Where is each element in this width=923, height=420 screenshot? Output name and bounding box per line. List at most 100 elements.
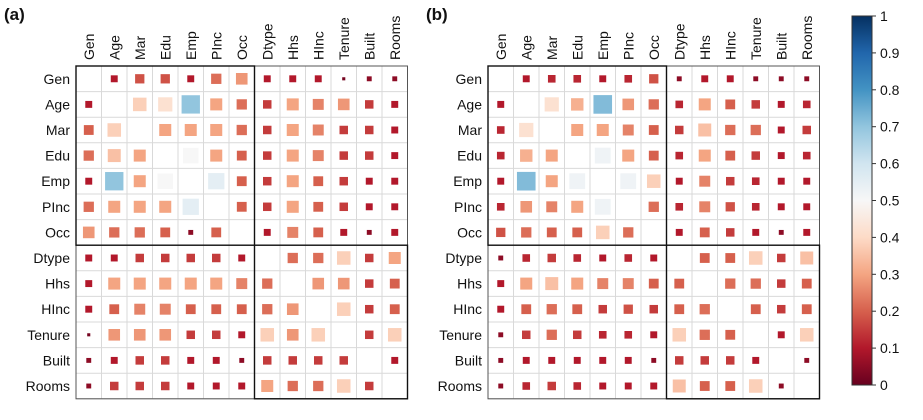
heatmap-cell-hinc-mar <box>546 304 557 315</box>
heatmap-cell-hhs-rooms <box>389 278 400 289</box>
heatmap-cell-emp-tenure <box>339 176 348 186</box>
colorbar-tick-label: 0.9 <box>880 45 900 61</box>
heatmap-cell-dtype-gen <box>498 255 504 261</box>
heatmap-cell-hinc-built <box>365 304 374 314</box>
row-label-pinc: PInc <box>454 199 482 215</box>
heatmap-cell-age-mar <box>544 97 559 112</box>
heatmap-cell-age-rooms <box>391 100 399 108</box>
heatmap-cell-dtype-occ <box>238 254 246 262</box>
heatmap-cell-pinc-age <box>108 200 121 213</box>
row-label-mar: Mar <box>46 122 70 138</box>
heatmap-cell-mar-hinc <box>312 124 324 136</box>
heatmap-cell-pinc-mar <box>133 200 146 213</box>
heatmap-cell-built-edu <box>573 356 581 364</box>
heatmap-cell-dtype-edu <box>573 254 582 262</box>
heatmap-cell-tenure-pinc <box>212 330 221 340</box>
heatmap-cell-edu-emp <box>594 147 611 164</box>
heatmap-cell-emp-edu <box>569 173 586 190</box>
heatmap-cell-hinc-emp <box>185 304 196 315</box>
heatmap-cell-edu-occ <box>236 150 247 161</box>
heatmap-cell-rooms-edu <box>573 382 582 390</box>
heatmap-cell-hhs-occ <box>236 278 248 290</box>
row-label-pinc: PInc <box>42 199 70 215</box>
row-label-dtype: Dtype <box>33 250 70 266</box>
heatmap-cell-hhs-occ <box>648 278 659 289</box>
heatmap-cell-occ-age <box>521 227 532 238</box>
heatmap-cell-pinc-tenure <box>751 203 760 211</box>
heatmap-cell-emp-age <box>516 171 536 191</box>
heatmap-cell-tenure-age <box>522 330 531 340</box>
heatmap-cell-dtype-age <box>522 254 531 262</box>
heatmap-cell-occ-emp <box>595 225 610 240</box>
heatmap-cell-emp-dtype <box>263 176 272 186</box>
heatmap-cell-age-dtype <box>263 100 272 109</box>
heatmap-cell-dtype-pinc <box>212 253 221 263</box>
heatmap-cell-emp-age <box>105 172 124 191</box>
heatmap-cell-gen-hinc <box>726 75 734 83</box>
heatmap-cell-rooms-hinc <box>725 381 736 391</box>
heatmap-cell-hhs-hinc <box>725 278 736 289</box>
heatmap-cell-tenure-hinc <box>311 328 326 342</box>
heatmap-cell-pinc-built <box>777 203 785 211</box>
heatmap-cell-tenure-hhs <box>286 329 299 341</box>
heatmap-cell-mar-tenure <box>750 124 761 136</box>
heatmap-cell-edu-hhs <box>698 149 711 162</box>
heatmap-cell-occ-edu <box>160 227 171 238</box>
col-label-pinc: PInc <box>208 32 224 60</box>
col-label-hhs: Hhs <box>285 35 301 60</box>
heatmap-cell-hhs-rooms <box>801 278 812 289</box>
heatmap-cell-occ-age <box>109 227 120 238</box>
col-label-dtype: Dtype <box>671 23 687 60</box>
heatmap-cell-dtype-hhs <box>287 252 298 264</box>
heatmap-cell-pinc-occ <box>236 201 247 212</box>
heatmap-cell-occ-pinc <box>623 227 634 238</box>
colorbar-tick-label: 0.1 <box>880 340 900 356</box>
heatmap-cell-tenure-emp <box>598 331 607 339</box>
row-label-emp: Emp <box>41 173 70 189</box>
row-label-tenure: Tenure <box>27 327 70 343</box>
row-label-edu: Edu <box>45 148 70 164</box>
heatmap-cell-mar-gen <box>496 126 505 134</box>
heatmap-cell-hhs-dtype <box>262 278 273 289</box>
heatmap-cell-pinc-mar <box>546 201 558 213</box>
heatmap-cell-dtype-hhs <box>699 253 710 263</box>
col-label-rooms: Rooms <box>799 16 815 60</box>
heatmap-cell-tenure-hinc <box>725 329 736 340</box>
colorbar-tick-label: 1 <box>880 8 888 24</box>
heatmap-cell-hhs-emp <box>597 278 609 290</box>
heatmap-cell-age-occ <box>648 99 659 110</box>
heatmap-cell-mar-built <box>365 125 374 135</box>
heatmap-cell-built-rooms <box>804 357 810 363</box>
heatmap-cell-hinc-occ <box>649 304 658 314</box>
col-label-tenure: Tenure <box>748 17 764 60</box>
heatmap-cell-tenure-edu <box>159 329 172 341</box>
row-label-gen: Gen <box>44 71 70 87</box>
col-label-hhs: Hhs <box>697 35 713 60</box>
heatmap-cell-rooms-tenure <box>748 379 763 393</box>
heatmap-cell-hhs-tenure <box>750 278 761 289</box>
heatmap-cell-gen-occ <box>649 74 659 84</box>
heatmap-cell-age-tenure <box>337 98 350 111</box>
heatmap-cell-built-occ <box>651 357 657 363</box>
heatmap-cell-emp-built <box>365 177 373 185</box>
heatmap-cell-built-emp <box>187 356 195 364</box>
heatmap-cell-mar-hinc <box>725 124 736 136</box>
heatmap-cell-occ-dtype <box>263 228 271 236</box>
heatmap-cell-gen-tenure <box>342 77 346 81</box>
heatmap-cell-built-age <box>522 356 530 364</box>
heatmap-cell-pinc-gen <box>496 203 505 211</box>
heatmap-cell-gen-emp <box>599 75 607 83</box>
plot-frame <box>75 65 408 400</box>
colorbar-tick-label: 0 <box>880 377 888 393</box>
heatmap-cell-emp-pinc <box>620 173 637 190</box>
heatmap-cell-rooms-emp <box>187 382 195 390</box>
heatmap-cell-hhs-pinc <box>622 278 634 290</box>
heatmap-cell-edu-rooms <box>391 152 399 160</box>
heatmap-cell-dtype-emp <box>186 253 195 263</box>
col-label-occ: Occ <box>646 35 662 60</box>
heatmap-cell-emp-gen <box>85 177 93 185</box>
heatmap-cell-edu-dtype <box>263 151 272 160</box>
heatmap-cell-emp-hinc <box>313 176 324 187</box>
heatmap-cell-mar-occ <box>648 125 659 135</box>
